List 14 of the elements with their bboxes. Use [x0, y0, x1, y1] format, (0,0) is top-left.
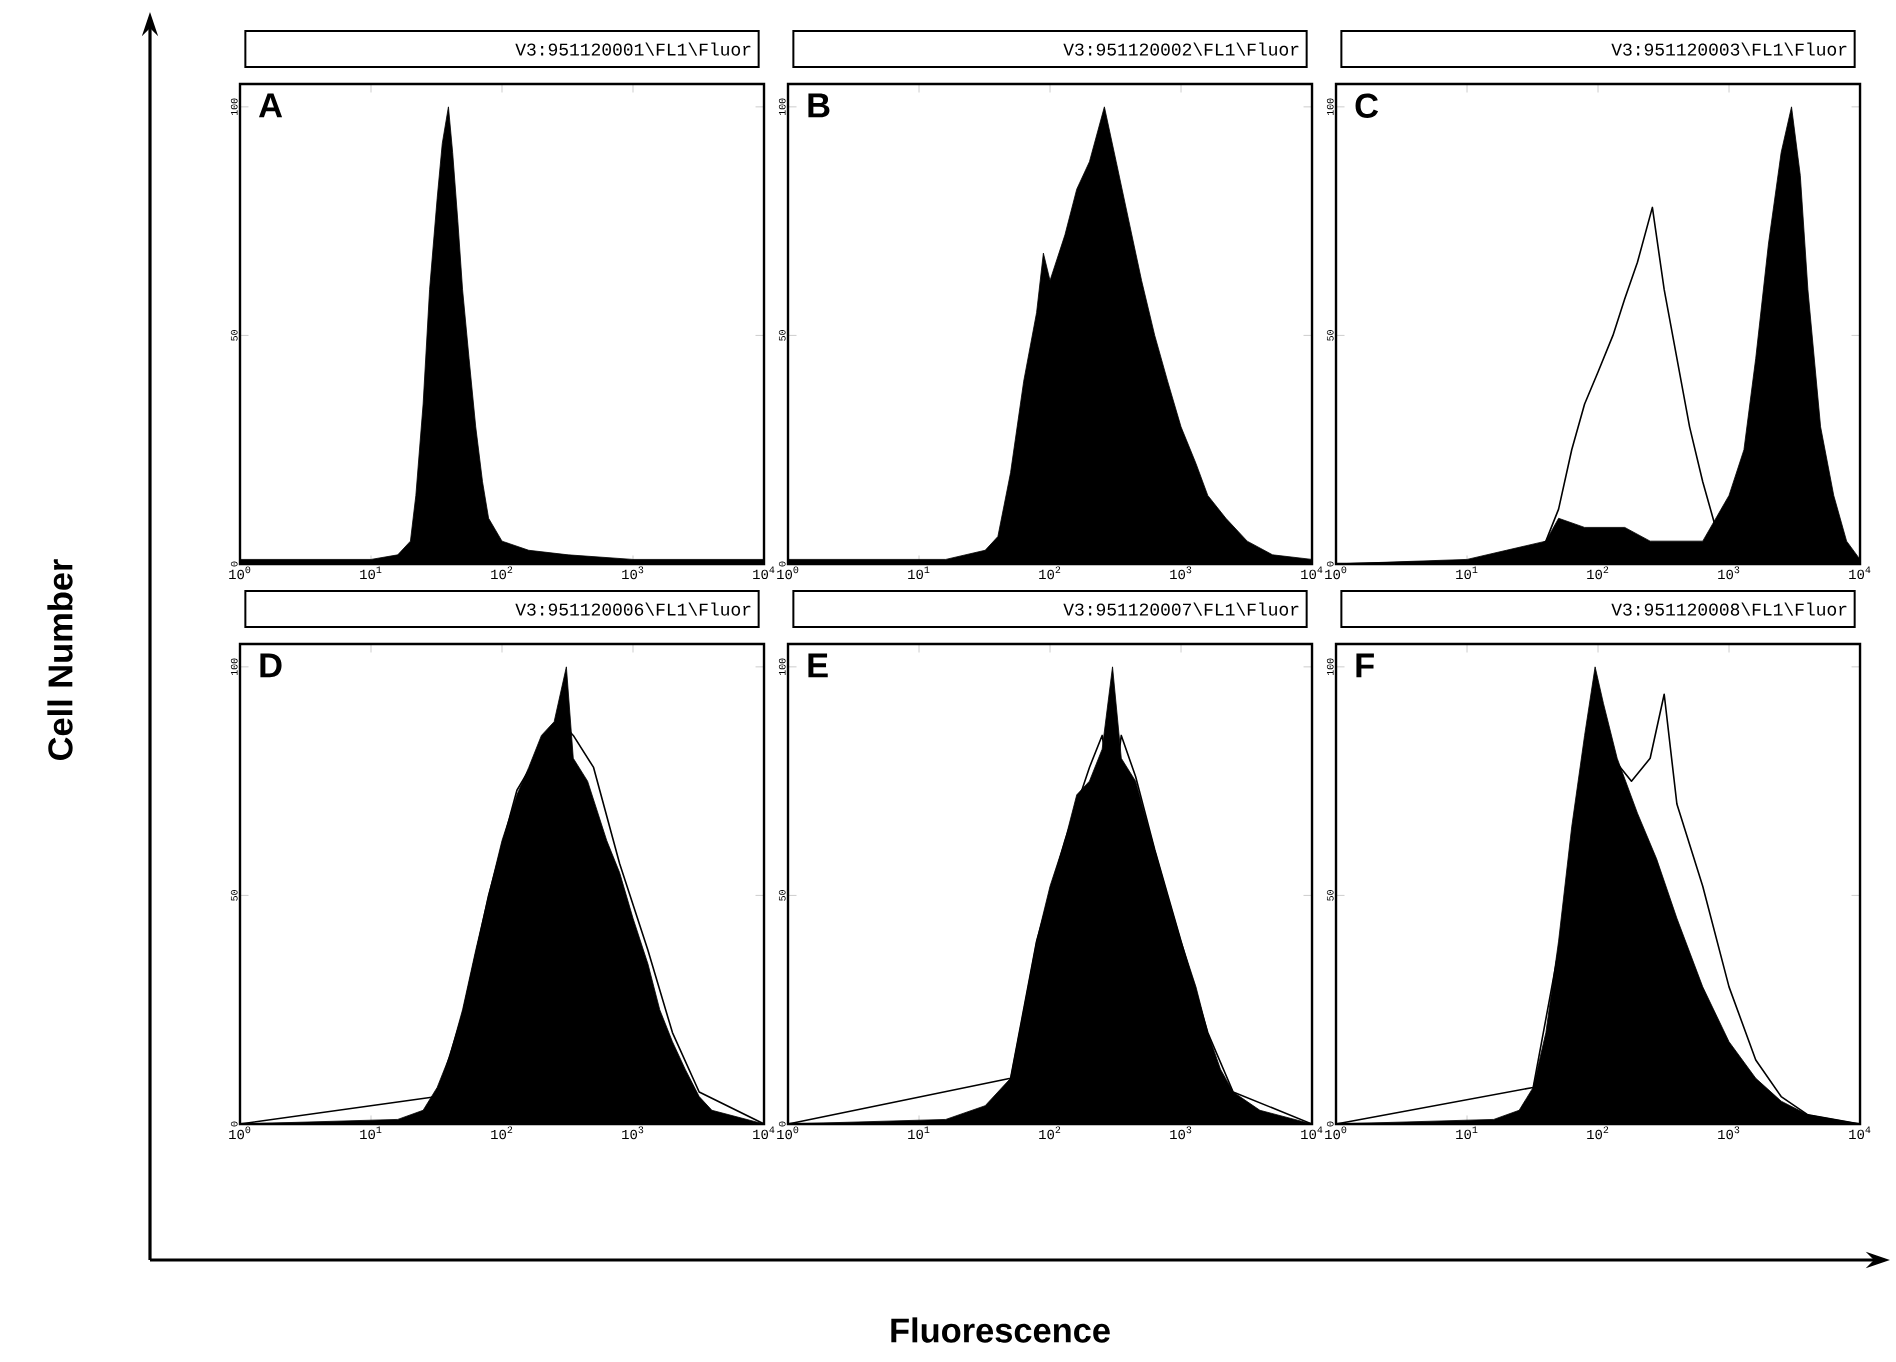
- chart-title: V3:951120003\FL1\Fluor: [1611, 42, 1847, 56]
- chart-title: V3:951120006\FL1\Fluor: [515, 602, 751, 616]
- chart-title: V3:951120001\FL1\Fluor: [515, 42, 751, 56]
- chart-title: V3:951120002\FL1\Fluor: [1063, 42, 1299, 56]
- y-axis-title: Cell Number: [47, 559, 73, 760]
- chart-title: V3:951120008\FL1\Fluor: [1611, 602, 1847, 616]
- annotation: F: [1356, 653, 1374, 678]
- annotation: C: [1355, 93, 1379, 118]
- annotation: D: [260, 653, 282, 678]
- x-axis-title: Fluorescence: [891, 1317, 1110, 1343]
- annotation: E: [808, 653, 828, 678]
- chart-title: V3:951120007\FL1\Fluor: [1063, 602, 1299, 616]
- annotation: B: [808, 93, 830, 118]
- annotation: A: [258, 93, 283, 118]
